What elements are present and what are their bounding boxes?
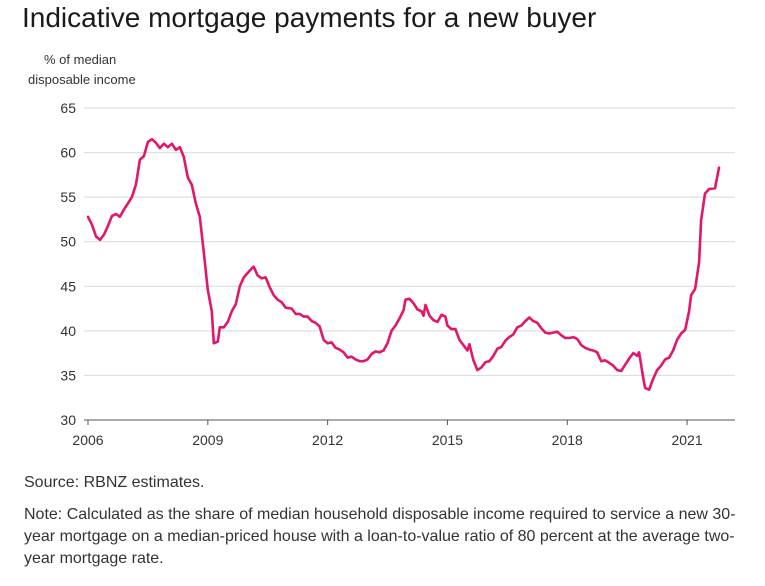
series-layer: [86, 137, 721, 391]
grid: [84, 107, 735, 376]
y-tick-label-50: 50: [60, 234, 76, 250]
series-line-0: [86, 137, 721, 391]
chart-title: Indicative mortgage payments for a new b…: [22, 2, 597, 33]
line-chart: 30 35 40 45 50 55 60 65 2006 2009 2012 2015 2018 202…: [60, 100, 735, 448]
methodology-note: Note: Calculated as the share of median …: [24, 506, 736, 567]
y-tick-label-30: 30: [60, 412, 76, 428]
x-tick-label-2018: 2018: [552, 432, 583, 448]
y-tick-label-45: 45: [60, 278, 76, 294]
y-axis-label-line1: % of median: [44, 52, 117, 67]
y-tick-label-35: 35: [60, 367, 76, 383]
y-tick-label-55: 55: [60, 189, 76, 205]
x-tick-label-2021: 2021: [671, 432, 702, 448]
y-tick-label-40: 40: [60, 323, 76, 339]
source-note: Source: RBNZ estimates.: [24, 474, 205, 491]
x-tick-label-2009: 2009: [192, 432, 223, 448]
x-tick-label-2012: 2012: [312, 432, 343, 448]
y-tick-label-65: 65: [60, 100, 76, 116]
y-axis-label: % of median disposable income: [28, 50, 136, 90]
x-tick-label-2006: 2006: [72, 432, 103, 448]
y-tick-label-60: 60: [60, 145, 76, 161]
y-axis-ticks: 30 35 40 45 50 55 60 65: [60, 100, 76, 428]
x-tick-label-2015: 2015: [432, 432, 463, 448]
y-axis-label-line2: disposable income: [28, 72, 136, 87]
x-axis: 2006 2009 2012 2015 2018 2021: [72, 419, 735, 448]
